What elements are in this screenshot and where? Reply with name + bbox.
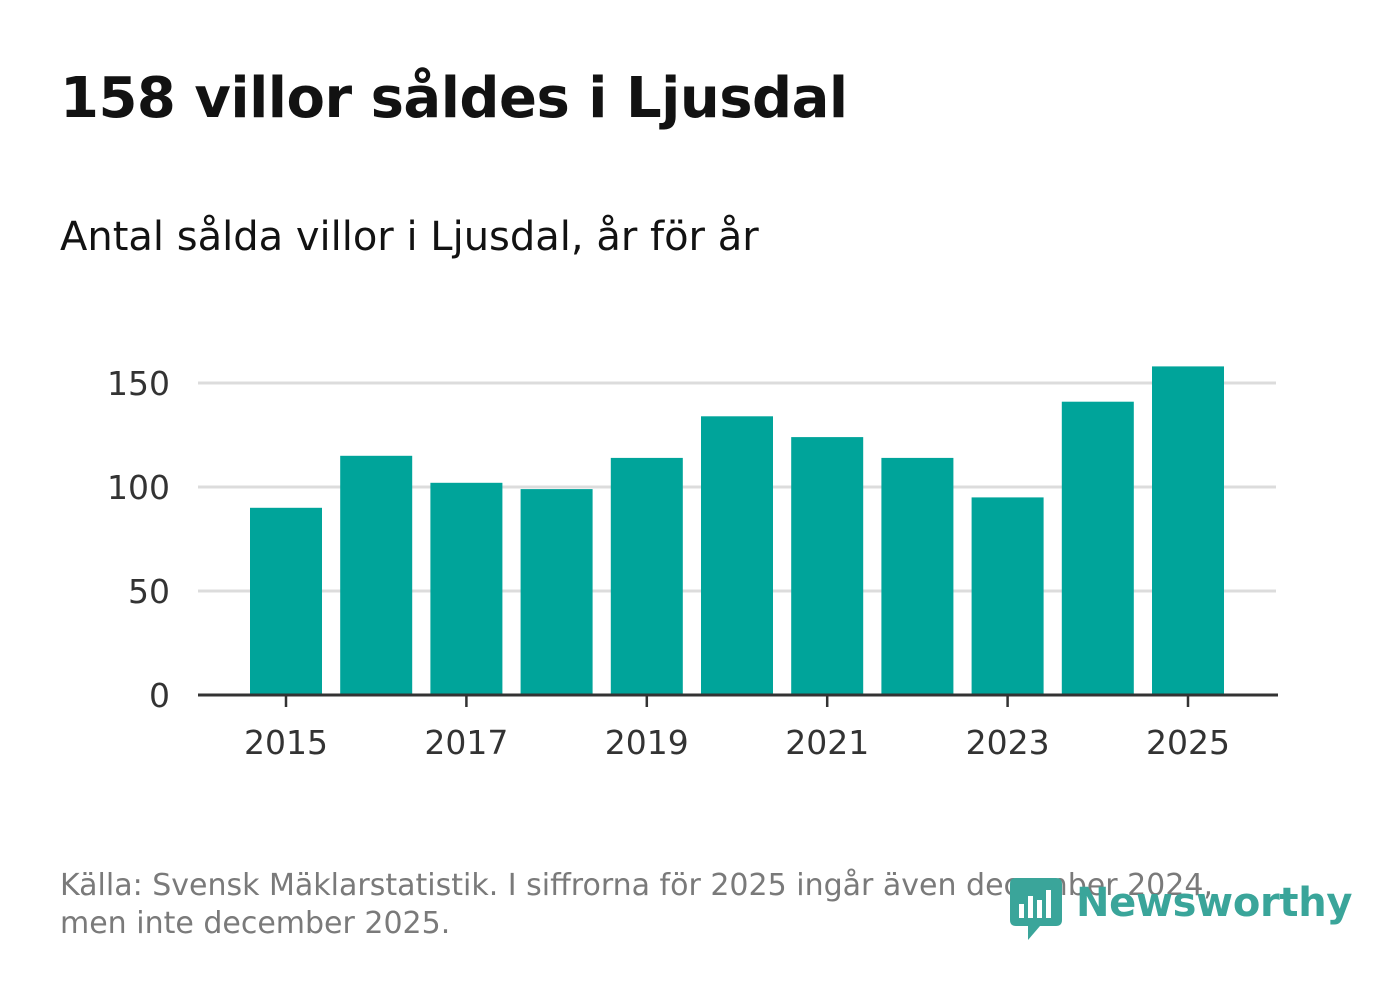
x-tick-label-2021: 2021	[785, 723, 869, 762]
x-tick-label-2019: 2019	[605, 723, 689, 762]
bar-2019	[610, 457, 683, 695]
chart-subtitle: Antal sålda villor i Ljusdal, år för år	[60, 214, 759, 260]
x-axis	[198, 693, 1278, 707]
newsworthy-logo: Newsworthy	[1010, 878, 1353, 940]
newsworthy-logo-icon	[1010, 878, 1062, 940]
y-tick-label-150: 150	[107, 364, 170, 403]
y-axis-labels: 0 50 100 150	[107, 364, 170, 715]
bar-2015	[250, 507, 322, 695]
x-axis-labels: 2015 2017 2019 2021 2023 2025	[244, 723, 1230, 762]
bar-2024	[1061, 401, 1134, 695]
bars	[250, 366, 1224, 695]
x-tick-label-2025: 2025	[1146, 723, 1230, 762]
bar-2020	[701, 416, 773, 695]
y-tick-label-100: 100	[107, 468, 170, 507]
y-tick-label-0: 0	[149, 676, 170, 715]
bar-2023	[971, 497, 1044, 695]
bar-2021	[791, 437, 864, 695]
bar-2022	[881, 457, 954, 695]
brand-name: Newsworthy	[1076, 880, 1353, 926]
y-tick-label-50: 50	[128, 572, 170, 611]
x-tick-label-2023: 2023	[966, 723, 1050, 762]
chart-title: 158 villor såldes i Ljusdal	[60, 66, 848, 131]
x-tick-label-2017: 2017	[424, 723, 508, 762]
bar-2025	[1152, 366, 1224, 695]
x-tick-label-2015: 2015	[244, 723, 328, 762]
bar-2018	[520, 489, 593, 695]
bar-2016	[340, 455, 413, 695]
bar-2017	[430, 482, 503, 695]
